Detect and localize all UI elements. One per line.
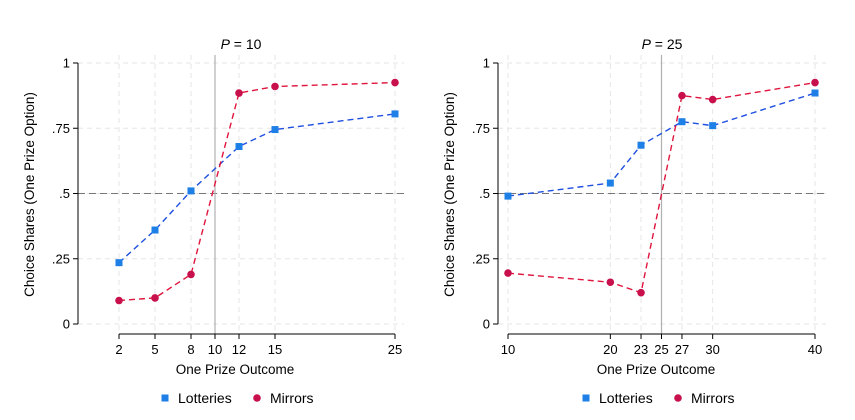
- chart-panel-2: 0 .25 .5 .75 1 10 20 23 25 27 30 40 One Prize Outcom…: [442, 36, 826, 406]
- data-point-mirrors: [235, 89, 243, 97]
- y-tick-label: 1: [63, 56, 70, 71]
- y-tick-label: .25: [472, 251, 490, 266]
- x-tick-label: 20: [603, 342, 617, 357]
- x-tick-label: 27: [675, 342, 689, 357]
- chart-title-italic: P: [642, 36, 652, 52]
- y-tick-label: .25: [52, 251, 70, 266]
- y-tick-label: 0: [63, 317, 70, 332]
- x-tick-label: 8: [187, 342, 194, 357]
- chart-title: P = 10: [221, 36, 262, 52]
- legend-label-lotteries: Lotteries: [178, 390, 232, 406]
- chart-title-rest: = 25: [651, 36, 683, 52]
- series-line-lotteries: [507, 92, 816, 197]
- data-point-mirrors: [637, 288, 645, 297]
- data-point-lotteries: [187, 187, 195, 195]
- data-point-mirrors: [271, 82, 279, 91]
- x-tick-label: 10: [208, 342, 222, 357]
- data-point-lotteries: [811, 89, 819, 97]
- y-axis-label: Choice Shares (One Prize Option): [442, 92, 457, 297]
- legend-label-mirrors: Mirrors: [691, 390, 735, 406]
- x-tick-label: 10: [501, 342, 515, 357]
- data-point-lotteries: [637, 141, 645, 149]
- y-tick-label: 0: [483, 317, 490, 332]
- data-point-lotteries: [504, 192, 512, 200]
- chart-title-italic: P: [221, 36, 231, 52]
- x-tick-label: 25: [654, 342, 668, 357]
- x-tick-label: 2: [115, 342, 122, 357]
- x-tick-label: 40: [808, 342, 822, 357]
- x-tick-label: 5: [151, 342, 158, 357]
- data-point-lotteries: [271, 126, 279, 134]
- y-tick-label: .5: [479, 186, 490, 201]
- x-tick-label: 25: [388, 342, 402, 357]
- data-point-lotteries: [151, 226, 159, 234]
- data-point-lotteries: [391, 110, 399, 118]
- data-point-mirrors: [391, 78, 399, 87]
- data-point-mirrors: [115, 296, 123, 305]
- chart-title-rest: = 10: [230, 36, 262, 52]
- data-point-mirrors: [187, 270, 195, 279]
- data-point-mirrors: [606, 278, 615, 287]
- y-tick-label: .5: [59, 186, 70, 201]
- y-tick-label: 1: [483, 56, 490, 71]
- series-line-mirrors: [118, 81, 396, 302]
- data-point-mirrors: [678, 91, 686, 100]
- x-tick-label: 12: [232, 342, 246, 357]
- data-point-lotteries: [235, 143, 243, 151]
- data-point-mirrors: [811, 78, 819, 87]
- legend-marker-mirrors: [253, 394, 261, 402]
- data-point-mirrors: [708, 95, 717, 104]
- data-point-mirrors: [151, 294, 159, 302]
- x-axis-label: One Prize Outcome: [597, 362, 716, 377]
- legend-label-mirrors: Mirrors: [270, 390, 314, 406]
- x-tick-label: 30: [705, 342, 719, 357]
- data-point-mirrors: [504, 269, 512, 277]
- legend-marker-mirrors: [674, 394, 682, 402]
- series-line-mirrors: [507, 81, 816, 294]
- y-axis-label: Choice Shares (One Prize Option): [22, 92, 37, 297]
- y-tick-label: .75: [472, 121, 490, 136]
- x-tick-label: 23: [634, 342, 648, 357]
- x-tick-label: 15: [268, 342, 282, 357]
- legend-label-lotteries: Lotteries: [599, 390, 653, 406]
- data-point-lotteries: [115, 259, 123, 267]
- y-tick-label: .75: [52, 121, 70, 136]
- data-point-lotteries: [709, 122, 717, 130]
- series-line-lotteries: [118, 113, 396, 264]
- legend-marker-lotteries: [161, 394, 169, 402]
- x-axis-label: One Prize Outcome: [176, 362, 295, 377]
- data-point-lotteries: [678, 118, 686, 126]
- chart-title: P = 25: [642, 36, 683, 52]
- data-point-lotteries: [606, 179, 614, 187]
- legend-marker-lotteries: [582, 394, 590, 402]
